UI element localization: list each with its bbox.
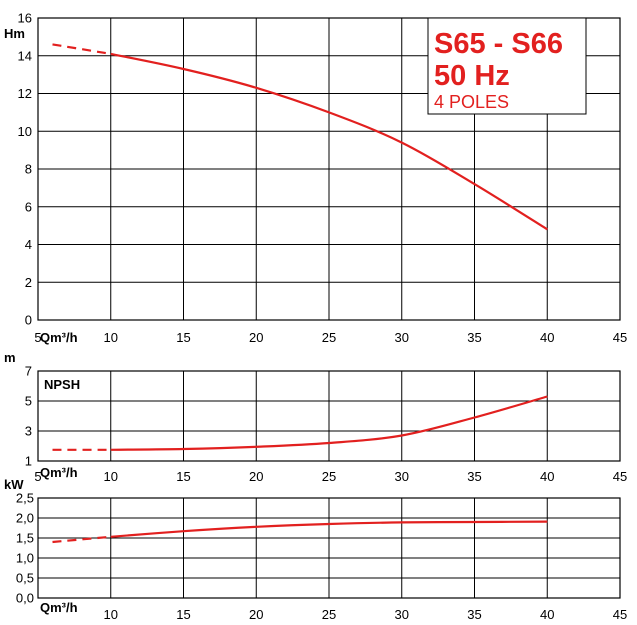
power-y-tick-label: 2,0 [16, 511, 34, 526]
head-x-tick-label: 30 [395, 330, 409, 345]
npsh-x-tick-label: 40 [540, 469, 554, 484]
head-x-tick-label: 25 [322, 330, 336, 345]
head-y-tick-label: 8 [25, 162, 32, 177]
power-y-tick-label: 1,5 [16, 531, 34, 546]
npsh-panel-label: NPSH [44, 377, 80, 392]
panel-power: 10 15 20 25 30 35 40 45 0,0 0,5 1,0 1,5 2,0 2,5kW Qm³/… [4, 477, 627, 622]
title-box-frame [427, 17, 587, 115]
npsh-y-tick-label: 1 [25, 454, 32, 469]
power-x-tick-label: 10 [104, 607, 118, 622]
power-x-axis-label: Qm³/h [40, 600, 78, 615]
power-y-tick-label: 0,0 [16, 591, 34, 606]
head-x-tick-label: 20 [249, 330, 263, 345]
npsh-y-axis-label: m [4, 350, 16, 365]
head-x-tick-label: 45 [613, 330, 627, 345]
npsh-y-tick-label: 7 [25, 364, 32, 379]
head-y-tick-label: 6 [25, 199, 32, 214]
head-x-tick-label: 15 [176, 330, 190, 345]
head-y-tick-label: 16 [18, 11, 32, 26]
npsh-x-tick-label: 25 [322, 469, 336, 484]
npsh-x-tick-label: 10 [104, 469, 118, 484]
power-x-tick-label: 15 [176, 607, 190, 622]
head-y-tick-label: 14 [18, 48, 32, 63]
npsh-x-axis-label: Qm³/h [40, 465, 78, 480]
power-y-axis-label: kW [4, 477, 24, 492]
npsh-curve-solid [110, 395, 548, 451]
head-y-tick-label: 10 [18, 124, 32, 139]
power-curve-solid [110, 520, 548, 538]
head-curve-dashed [52, 43, 111, 55]
power-x-tick-label: 20 [249, 607, 263, 622]
power-x-tick-label: 40 [540, 607, 554, 622]
npsh-x-tick-label: 20 [249, 469, 263, 484]
head-x-tick-label: 10 [104, 330, 118, 345]
npsh-x-tick-label: 30 [395, 469, 409, 484]
poles-label: 4 POLES [434, 92, 509, 112]
head-x-tick-label: 40 [540, 330, 554, 345]
npsh-y-tick-label: 5 [25, 394, 32, 409]
head-curve-solid [110, 52, 548, 231]
head-x-tick-label: 35 [467, 330, 481, 345]
power-y-tick-label: 0,5 [16, 571, 34, 586]
head-x-tick-label: 5 [34, 330, 41, 345]
head-y-axis-label: Hm [4, 26, 25, 41]
power-x-tick-label: 35 [467, 607, 481, 622]
power-x-tick-label: 30 [395, 607, 409, 622]
npsh-x-tick-label: 45 [613, 469, 627, 484]
frequency-label: 50 Hz [434, 60, 510, 92]
model-name: S65 - S66 [434, 28, 563, 60]
head-y-tick-label: 0 [25, 313, 32, 328]
power-y-tick-label: 2,5 [16, 491, 34, 506]
head-y-tick-label: 4 [25, 237, 32, 252]
power-y-tick-label: 1,0 [16, 551, 34, 566]
npsh-x-tick-label: 5 [34, 469, 41, 484]
npsh-y-tick-label: 3 [25, 424, 32, 439]
head-y-tick-label: 2 [25, 275, 32, 290]
power-curve-dashed [52, 535, 111, 544]
power-x-tick-label: 45 [613, 607, 627, 622]
npsh-x-tick-label: 15 [176, 469, 190, 484]
power-x-tick-label: 25 [322, 607, 336, 622]
head-y-tick-label: 12 [18, 86, 32, 101]
head-x-axis-label: Qm³/h [40, 330, 78, 345]
npsh-x-tick-label: 35 [467, 469, 481, 484]
model-title-box: S65 - S66 50 Hz 4 POLES [427, 17, 587, 115]
